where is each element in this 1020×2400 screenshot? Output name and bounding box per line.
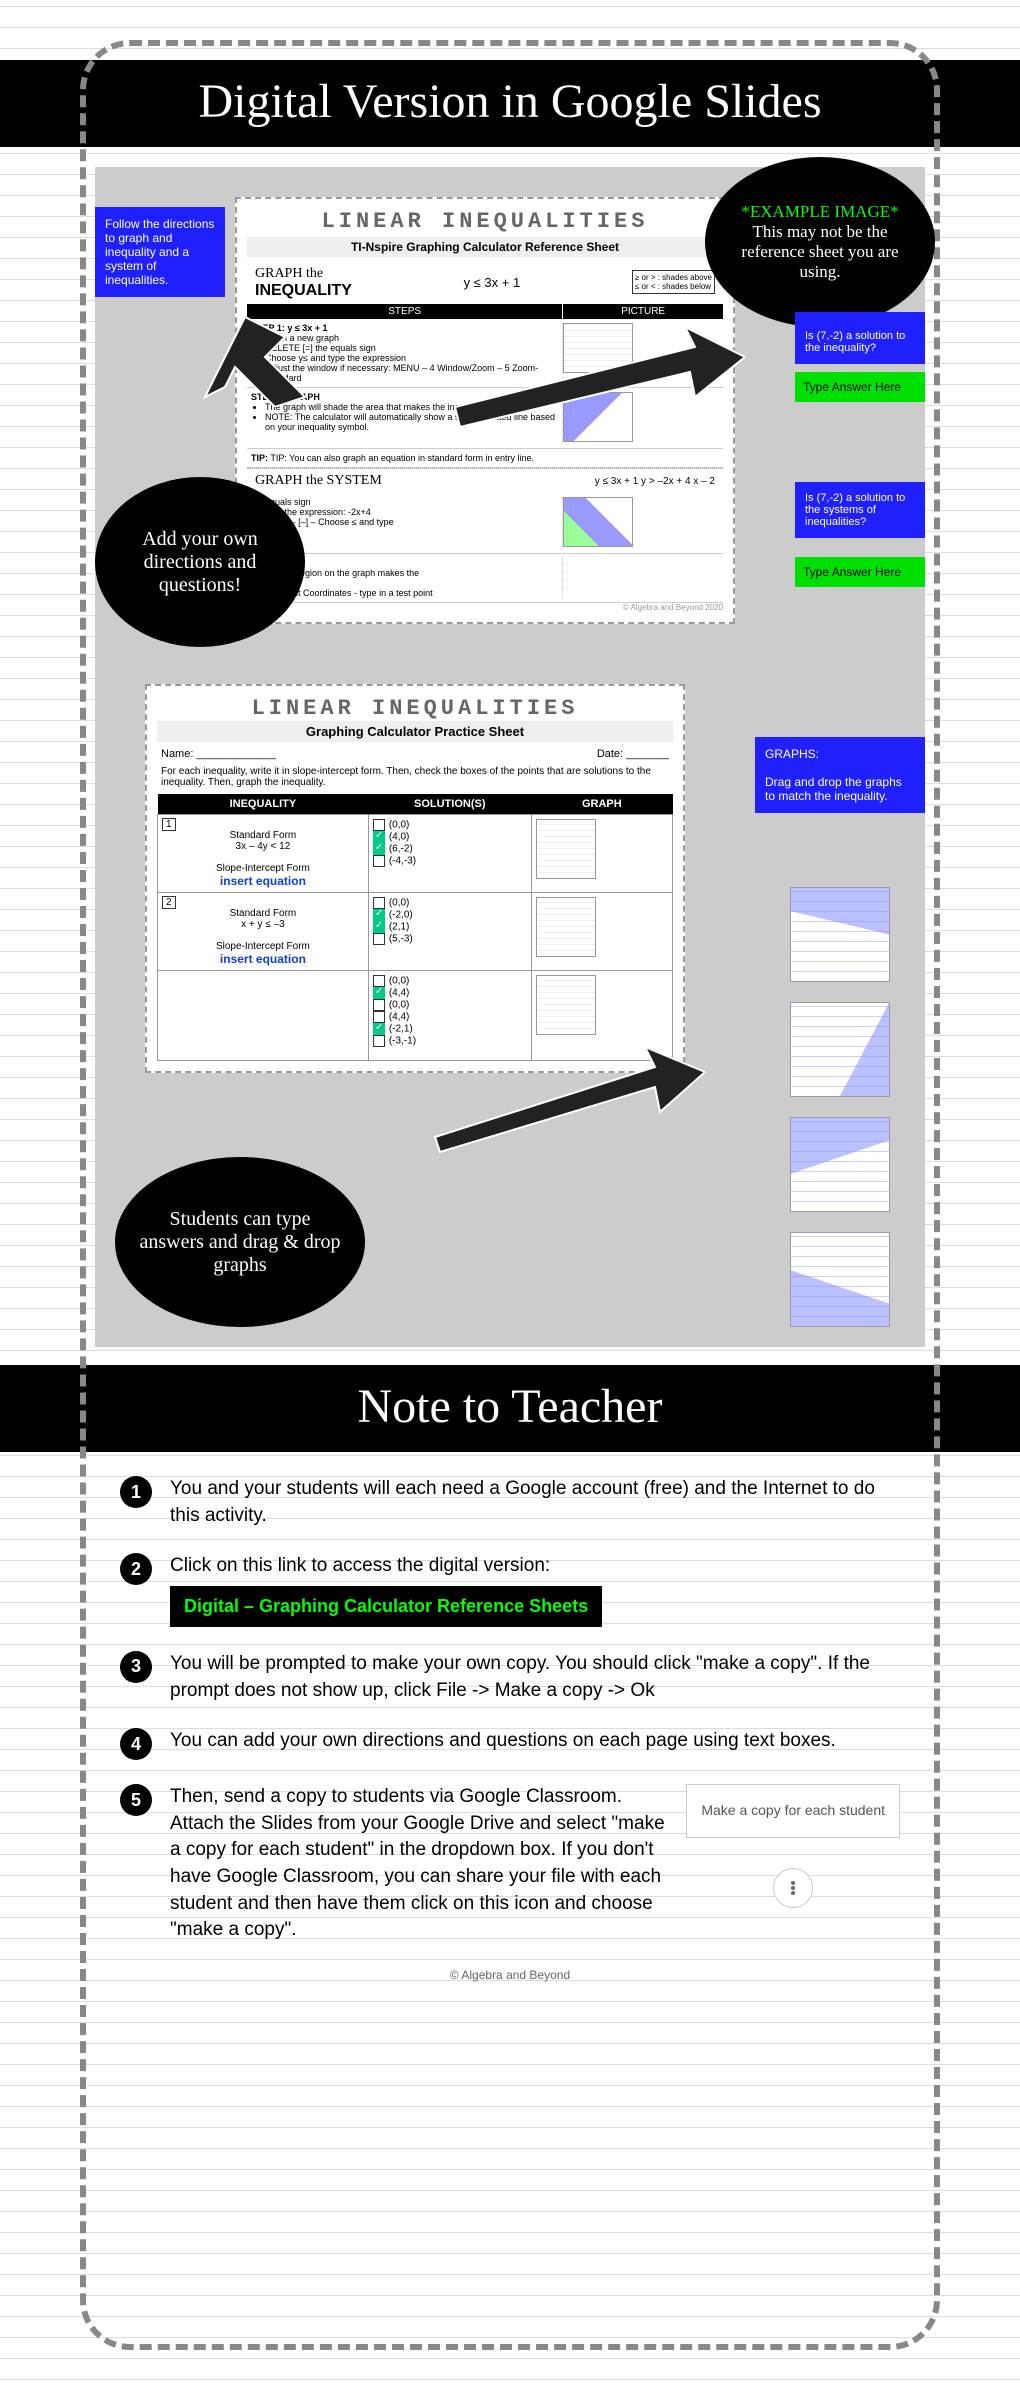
inequality-word: INEQUALITY xyxy=(255,282,352,299)
digital-link[interactable]: Digital – Graphing Calculator Reference … xyxy=(170,1586,602,1627)
graph-the-label: GRAPH the xyxy=(255,266,323,281)
table-row: 2 Standard Form x + y ≤ –3 Slope-Interce… xyxy=(158,893,673,971)
shade-above: ≥ or > : shades above xyxy=(635,273,712,282)
practice-table: INEQUALITY SOLUTION(S) GRAPH 1 Standard … xyxy=(157,794,673,1061)
note-item: 3 You will be prompted to make your own … xyxy=(120,1651,900,1704)
graph-dropzone[interactable] xyxy=(536,819,596,879)
students-type-bubble: Students can type answers and drag & dro… xyxy=(115,1157,365,1327)
step-row: equals sign type the expression: -2x+4 C… xyxy=(247,493,723,554)
preview-area: Follow the directions to graph and inequ… xyxy=(95,167,925,1347)
shade-below: ≤ or < : shades below xyxy=(635,282,712,291)
graph-header: GRAPH the INEQUALITY y ≤ 3x + 1 ≥ or > :… xyxy=(247,260,723,304)
more-menu-icon[interactable] xyxy=(773,1868,813,1908)
graphs-instructions: GRAPHS: Drag and drop the graphs to matc… xyxy=(755,737,925,813)
tip-row: TIP: TIP: You can also graph an equation… xyxy=(247,449,723,468)
answer-box-1[interactable]: Type Answer Here xyxy=(795,372,925,402)
note-item: 1 You and your students will each need a… xyxy=(120,1476,900,1529)
steps-header: STEPS PICTURE xyxy=(247,304,723,319)
graph-dropzone[interactable] xyxy=(536,897,596,957)
table-row: 1 Standard Form 3x – 4y < 12 Slope-Inter… xyxy=(158,815,673,893)
note-item: 4 You can add your own directions and qu… xyxy=(120,1728,900,1760)
add-own-bubble: Add your own directions and questions! xyxy=(95,477,305,647)
checkbox[interactable] xyxy=(373,843,385,855)
question-2: Is (7,-2) a solution to the systems of i… xyxy=(795,482,925,538)
table-row: (0,0) (4,4) (0,0) (4,4) (-2,1) (-3,-1) xyxy=(158,971,673,1061)
answer-box-2[interactable]: Type Answer Here xyxy=(795,557,925,587)
checkbox[interactable] xyxy=(373,921,385,933)
note-header: Note to Teacher xyxy=(0,1365,1020,1452)
ref-title: LINEAR INEQUALITIES xyxy=(247,209,723,234)
directions-callout: Follow the directions to graph and inequ… xyxy=(95,207,225,297)
make-copy-button[interactable]: Make a copy for each student xyxy=(686,1784,900,1838)
notes-list: 1 You and your students will each need a… xyxy=(120,1476,900,1944)
insert-equation[interactable]: insert equation xyxy=(220,874,306,888)
checkbox[interactable] xyxy=(373,1023,385,1035)
example-image-bubble: *EXAMPLE IMAGE* This may not be the refe… xyxy=(705,157,935,327)
page: Digital Version in Google Slides Follow … xyxy=(0,0,1020,2400)
main-title: Digital Version in Google Slides xyxy=(0,60,1020,147)
checkbox[interactable] xyxy=(373,1035,385,1047)
question-1: Is (7,-2) a solution to the inequality? xyxy=(795,312,925,364)
draggable-graph[interactable] xyxy=(790,887,890,982)
checkbox[interactable] xyxy=(373,855,385,867)
note-item: 2 Click on this link to access the digit… xyxy=(120,1553,900,1627)
practice-sheet: LINEAR INEQUALITIES Graphing Calculator … xyxy=(145,684,685,1073)
ref-expr: y ≤ 3x + 1 xyxy=(464,275,521,290)
checkbox[interactable] xyxy=(373,933,385,945)
note-item: 5 Then, send a copy to students via Goog… xyxy=(120,1784,900,1944)
draggable-graph[interactable] xyxy=(790,1002,890,1097)
checkbox[interactable] xyxy=(373,999,385,1011)
insert-equation[interactable]: insert equation xyxy=(220,952,306,966)
checkbox[interactable] xyxy=(373,987,385,999)
step-row: STEP 2: GRAPH The graph will shade the a… xyxy=(247,388,723,449)
draggable-graphs xyxy=(790,887,890,1347)
step-row: STEP 1: y ≤ 3x + 1 Open a new graph DELE… xyxy=(247,319,723,388)
footer-copyright: © Algebra and Beyond xyxy=(60,1968,960,1982)
graph-dropzone[interactable] xyxy=(536,975,596,1035)
reference-sheet: LINEAR INEQUALITIES TI-Nspire Graphing C… xyxy=(235,197,735,624)
step-row: POINT shaded region on the graph makes t… xyxy=(247,554,723,603)
draggable-graph[interactable] xyxy=(790,1117,890,1212)
ref-subtitle: TI-Nspire Graphing Calculator Reference … xyxy=(247,237,723,257)
draggable-graph[interactable] xyxy=(790,1232,890,1327)
